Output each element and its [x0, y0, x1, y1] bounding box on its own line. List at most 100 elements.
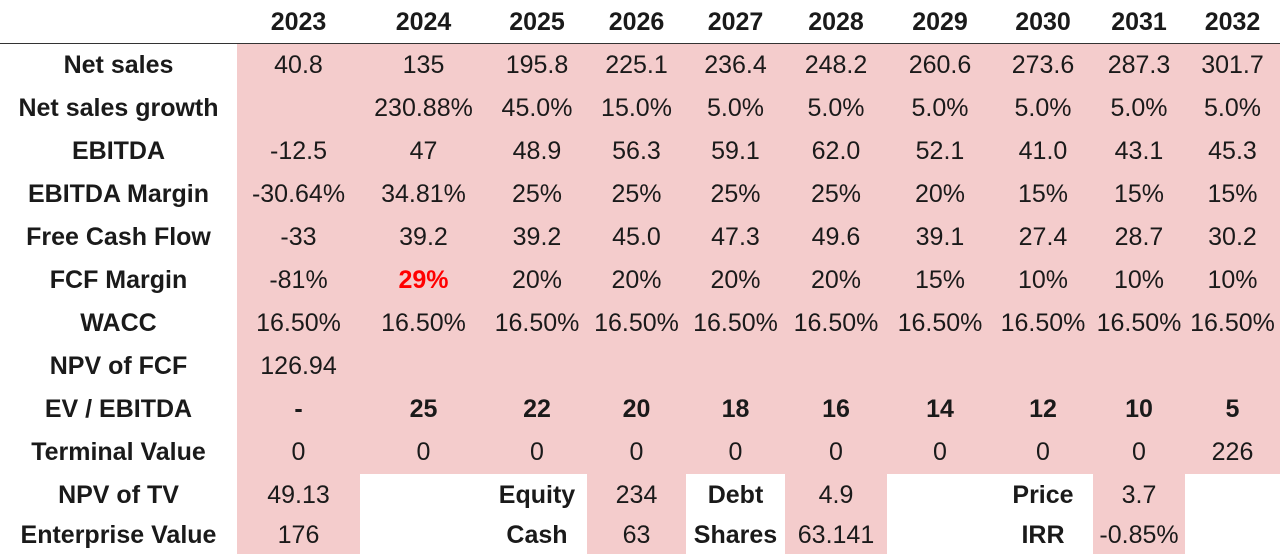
value-cell: 273.6 [993, 44, 1093, 87]
value-cell: 14 [887, 388, 993, 431]
value-cell: - [237, 388, 360, 431]
value-cell: 236.4 [686, 44, 785, 87]
value-cell: 49.13 [237, 474, 360, 517]
value-cell: 20% [686, 259, 785, 302]
value-cell: 20% [487, 259, 587, 302]
value-cell: 15% [1185, 173, 1280, 216]
year-header: 2026 [608, 7, 665, 36]
value-cell: 25 [360, 388, 487, 431]
value-cell: 0 [686, 431, 785, 474]
value-cell: 15% [1093, 173, 1185, 216]
value-cell: 10% [1093, 259, 1185, 302]
value-cell: 15% [993, 173, 1093, 216]
shares-label: Shares [693, 521, 778, 549]
value-cell: 25% [587, 173, 686, 216]
year-header: 2030 [1015, 7, 1071, 36]
value-cell: 39.2 [360, 216, 487, 259]
value-cell: 47.3 [686, 216, 785, 259]
value-cell: 10% [993, 259, 1093, 302]
empty-cell [887, 345, 993, 388]
value-cell: 16.50% [1185, 302, 1280, 345]
irr-label: IRR [1021, 521, 1065, 549]
empty-cell [487, 345, 587, 388]
value-cell: 0 [993, 431, 1093, 474]
value-cell: 56.3 [587, 130, 686, 173]
row-label: EBITDA Margin [27, 180, 210, 208]
empty-cell [587, 345, 686, 388]
row-label: NPV of FCF [49, 352, 188, 380]
value-cell: 15% [887, 259, 993, 302]
value-cell: 225.1 [587, 44, 686, 87]
value-cell: 0 [1093, 431, 1185, 474]
value-cell: -33 [237, 216, 360, 259]
empty-cell [686, 345, 785, 388]
value-cell: 25% [487, 173, 587, 216]
value-cell: 20% [887, 173, 993, 216]
empty-cell [785, 345, 887, 388]
value-cell: 5.0% [686, 87, 785, 130]
debt-value: 4.9 [785, 474, 887, 517]
year-header: 2027 [707, 7, 764, 36]
value-cell: 16.50% [487, 302, 587, 345]
value-cell: 48.9 [487, 130, 587, 173]
value-cell: 5 [1185, 388, 1280, 431]
value-cell: 16.50% [587, 302, 686, 345]
value-cell: 27.4 [993, 216, 1093, 259]
value-cell: 22 [487, 388, 587, 431]
value-cell: 39.1 [887, 216, 993, 259]
value-cell: -30.64% [237, 173, 360, 216]
value-cell: 20% [785, 259, 887, 302]
value-cell: 10 [1093, 388, 1185, 431]
value-cell: 126.94 [237, 345, 360, 388]
year-header: 2032 [1204, 7, 1261, 36]
value-cell: 39.2 [487, 216, 587, 259]
value-cell [237, 87, 360, 130]
value-cell: 40.8 [237, 44, 360, 87]
row-label: Enterprise Value [20, 521, 217, 549]
value-cell: 43.1 [1093, 130, 1185, 173]
value-cell: 16.50% [785, 302, 887, 345]
value-cell: 25% [785, 173, 887, 216]
value-cell: 248.2 [785, 44, 887, 87]
value-cell: 0 [887, 431, 993, 474]
row-label: WACC [80, 309, 157, 337]
empty-cell [993, 345, 1093, 388]
row-label: Terminal Value [31, 438, 206, 466]
value-cell: 0 [237, 431, 360, 474]
row-label: Net sales growth [18, 94, 219, 122]
price-label: Price [1012, 481, 1074, 509]
price-value: 3.7 [1093, 474, 1185, 517]
row-label: NPV of TV [58, 481, 179, 509]
value-cell: 47 [360, 130, 487, 173]
value-cell: 41.0 [993, 130, 1093, 173]
value-cell: 25% [686, 173, 785, 216]
cash-value: 63 [587, 517, 686, 554]
value-cell: 195.8 [487, 44, 587, 87]
value-cell: -81% [237, 259, 360, 302]
value-cell: 5.0% [993, 87, 1093, 130]
value-cell: 29% [360, 259, 487, 302]
value-cell: 45.0 [587, 216, 686, 259]
equity-label: Equity [498, 481, 576, 509]
shares-value: 63.141 [785, 517, 887, 554]
irr-value: -0.85% [1093, 517, 1185, 554]
value-cell: 0 [785, 431, 887, 474]
value-cell: 49.6 [785, 216, 887, 259]
row-label: Free Cash Flow [26, 223, 211, 251]
value-cell: 20 [587, 388, 686, 431]
year-header: 2029 [912, 7, 968, 36]
debt-label: Debt [707, 481, 764, 509]
value-cell: 5.0% [785, 87, 887, 130]
value-cell: 0 [360, 431, 487, 474]
value-cell: 15.0% [587, 87, 686, 130]
row-label: FCF Margin [49, 266, 188, 294]
value-cell: 0 [487, 431, 587, 474]
value-cell: 18 [686, 388, 785, 431]
value-cell: 230.88% [360, 87, 487, 130]
value-cell: 226 [1185, 431, 1280, 474]
value-cell: 135 [360, 44, 487, 87]
value-cell: 0 [587, 431, 686, 474]
equity-value: 234 [587, 474, 686, 517]
value-cell: 62.0 [785, 130, 887, 173]
